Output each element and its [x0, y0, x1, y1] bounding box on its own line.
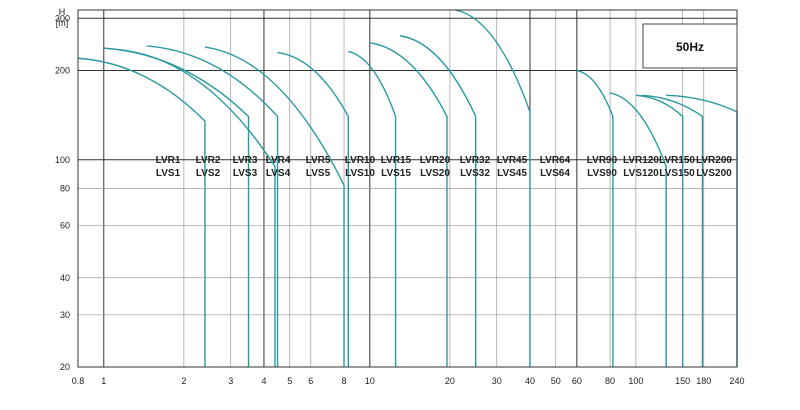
x-tick-label: 20 [445, 376, 455, 386]
model-label-bottom: LVS5 [306, 168, 331, 179]
pump-curve [635, 94, 684, 367]
model-label-top: LVR45 [497, 155, 528, 166]
model-label-top: LVR32 [460, 155, 491, 166]
axes-group: 0.8 1 2 3 4 5 6 8 10 20 30 40 50 60 80 100 150 180 240 20 30… [55, 9, 745, 386]
x-tick-label: 150 [675, 376, 690, 386]
model-label-top: LVR5 [306, 155, 331, 166]
model-label-bottom: LVS15 [381, 168, 411, 179]
model-label-top: LVR120 [623, 155, 659, 166]
freq-box: 50Hz [642, 23, 738, 69]
x-tick-label: 80 [605, 376, 615, 386]
model-label-bottom: LVS1 [156, 168, 181, 179]
x-tick-label: 100 [628, 376, 643, 386]
x-tick-label: 240 [729, 376, 744, 386]
model-label-top: LVR90 [587, 155, 618, 166]
model-label-bottom: LVS200 [696, 168, 732, 179]
x-tick-label: 8 [342, 376, 347, 386]
model-label-top: LVR4 [266, 155, 291, 166]
y-tick-label: 40 [60, 273, 70, 283]
x-tick-label: 5 [287, 376, 292, 386]
pump-curve [641, 94, 704, 367]
model-label-top: LVR1 [156, 155, 181, 166]
model-label-top: LVR10 [345, 155, 376, 166]
model-label-bottom: LVS120 [623, 168, 659, 179]
x-tick-label: 0.8 [72, 376, 85, 386]
y-tick-label: 300 [55, 13, 70, 23]
x-tick-label: 40 [525, 376, 535, 386]
x-tick-label: 6 [308, 376, 313, 386]
x-tick-label: 1 [101, 376, 106, 386]
model-label-bottom: LVS20 [420, 168, 450, 179]
model-label-bottom: LVS3 [233, 168, 258, 179]
y-axis-unit: [m] [56, 18, 69, 28]
y-tick-label: 200 [55, 66, 70, 76]
pump-curve [204, 46, 345, 367]
model-label-bottom: LVS150 [659, 168, 695, 179]
x-tick-label: 60 [572, 376, 582, 386]
model-label-top: LVR150 [659, 155, 695, 166]
pump-curve [146, 45, 279, 367]
y-tick-label: 100 [55, 155, 70, 165]
model-label-bottom: LVS10 [345, 168, 375, 179]
model-label-top: LVR20 [420, 155, 451, 166]
frequency-label: 50Hz [676, 40, 704, 54]
pump-curve [666, 94, 738, 367]
model-label-bottom: LVS45 [497, 168, 527, 179]
pump-curve [576, 69, 614, 367]
plot-frame [77, 9, 738, 368]
model-label-top: LVR200 [696, 155, 732, 166]
pump-curve [455, 9, 531, 367]
model-label-bottom: LVS4 [266, 168, 291, 179]
pump-curve [348, 50, 397, 367]
pump-curve [119, 49, 276, 367]
model-label-top: LVR15 [381, 155, 412, 166]
model-label-top: LVR64 [540, 155, 571, 166]
y-tick-label: 20 [60, 362, 70, 372]
pump-curve [369, 42, 448, 367]
x-tick-label: 30 [492, 376, 502, 386]
x-tick-label: 2 [181, 376, 186, 386]
pump-curve [400, 35, 477, 367]
model-label-top: LVR2 [196, 155, 221, 166]
curves-group [77, 9, 738, 367]
x-tick-label: 50 [551, 376, 561, 386]
x-tick-label: 4 [261, 376, 266, 386]
x-tick-label: 10 [365, 376, 375, 386]
pump-curve [77, 57, 206, 367]
x-tick-label: 180 [696, 376, 711, 386]
model-labels-group: LVR1 LVS1 LVR2 LVS2 LVR3 LVS3 LVR4 LVS4 LVR5 LVS5… [156, 155, 733, 179]
grid-lines [77, 10, 738, 368]
model-label-bottom: LVS32 [460, 168, 490, 179]
y-tick-label: 80 [60, 184, 70, 194]
model-label-bottom: LVS2 [196, 168, 221, 179]
model-label-top: LVR3 [233, 155, 258, 166]
y-tick-label: 60 [60, 221, 70, 231]
pump-curve [609, 92, 667, 367]
model-label-bottom: LVS64 [540, 168, 570, 179]
model-label-bottom: LVS90 [587, 168, 617, 179]
y-tick-label: 30 [60, 310, 70, 320]
x-tick-label: 3 [228, 376, 233, 386]
y-axis-title: H [59, 7, 66, 17]
pump-curve [277, 51, 349, 367]
